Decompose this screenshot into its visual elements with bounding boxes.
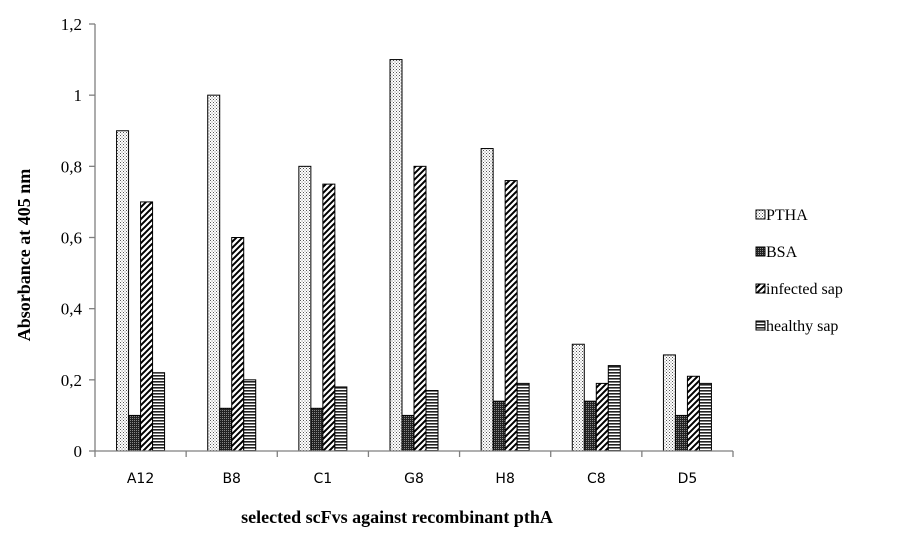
x-tick-label: G8	[404, 471, 424, 487]
bar-b8-infected-sap	[231, 237, 245, 452]
y-tick-label: 0,4	[61, 300, 83, 319]
bar-h8-ptha	[480, 148, 494, 452]
bar-g8-ptha	[389, 59, 403, 452]
legend-label: PTHA	[766, 207, 808, 224]
bar-c8-ptha	[571, 343, 585, 452]
legend-swatch-infected-sap	[755, 283, 766, 294]
legend-swatch-bsa	[755, 246, 766, 257]
bar-a12-healthy-sap	[152, 372, 166, 452]
legend-label: BSA	[766, 244, 798, 261]
legend-swatch-ptha	[755, 209, 766, 220]
bar-g8-infected-sap	[413, 165, 427, 452]
x-axis-title: selected scFvs against recombinant pthA	[241, 507, 553, 527]
bar-c1-bsa	[310, 407, 324, 452]
bar-d5-healthy-sap	[698, 382, 712, 452]
y-axis-title: Absorbance at 405 nm	[14, 169, 34, 342]
bar-h8-healthy-sap	[516, 382, 530, 452]
x-axis: A12 B8 C1 G8 H8 C8 D5	[94, 450, 734, 487]
y-axis: 0 0,2 0,4 0,6 0,8 1 1,2	[61, 15, 96, 461]
y-tick-label: 0	[74, 442, 83, 461]
plot-area	[116, 59, 712, 452]
x-tick-label: H8	[495, 471, 514, 487]
bar-b8-healthy-sap	[243, 379, 257, 452]
y-tick-label: 0,8	[61, 157, 82, 176]
bar-c8-healthy-sap	[607, 365, 621, 452]
legend-label: infected sap	[766, 281, 843, 298]
bar-c1-ptha	[298, 165, 312, 452]
x-tick-label: D5	[678, 471, 698, 487]
bar-a12-ptha	[116, 130, 130, 452]
bar-g8-bsa	[401, 414, 415, 452]
bar-c8-infected-sap	[595, 382, 609, 452]
bar-g8-healthy-sap	[425, 390, 439, 452]
y-tick-label: 0,6	[61, 229, 82, 248]
y-tick-label: 1	[74, 86, 83, 105]
y-tick-label: 0,2	[61, 371, 82, 390]
bar-b8-ptha	[207, 94, 221, 452]
bar-a12-infected-sap	[140, 201, 154, 452]
legend-label: healthy sap	[766, 318, 838, 335]
legend-swatch-healthy-sap	[755, 320, 766, 331]
x-tick-label: B8	[222, 471, 241, 487]
y-tick-label: 1,2	[61, 15, 82, 34]
bar-c1-healthy-sap	[334, 386, 348, 452]
bar-d5-bsa	[674, 414, 688, 452]
bar-d5-ptha	[662, 354, 676, 452]
legend: PTHA BSA infected sap healthy sap	[755, 207, 843, 335]
bar-c8-bsa	[583, 400, 597, 452]
x-tick-label: A12	[127, 471, 154, 487]
x-tick-label: C1	[314, 471, 333, 487]
bar-b8-bsa	[219, 407, 233, 452]
bar-c1-infected-sap	[322, 183, 336, 452]
bar-d5-infected-sap	[686, 375, 700, 452]
x-tick-label: C8	[587, 471, 606, 487]
bar-h8-infected-sap	[504, 180, 518, 452]
bar-h8-bsa	[492, 400, 506, 452]
bar-a12-bsa	[128, 414, 142, 452]
